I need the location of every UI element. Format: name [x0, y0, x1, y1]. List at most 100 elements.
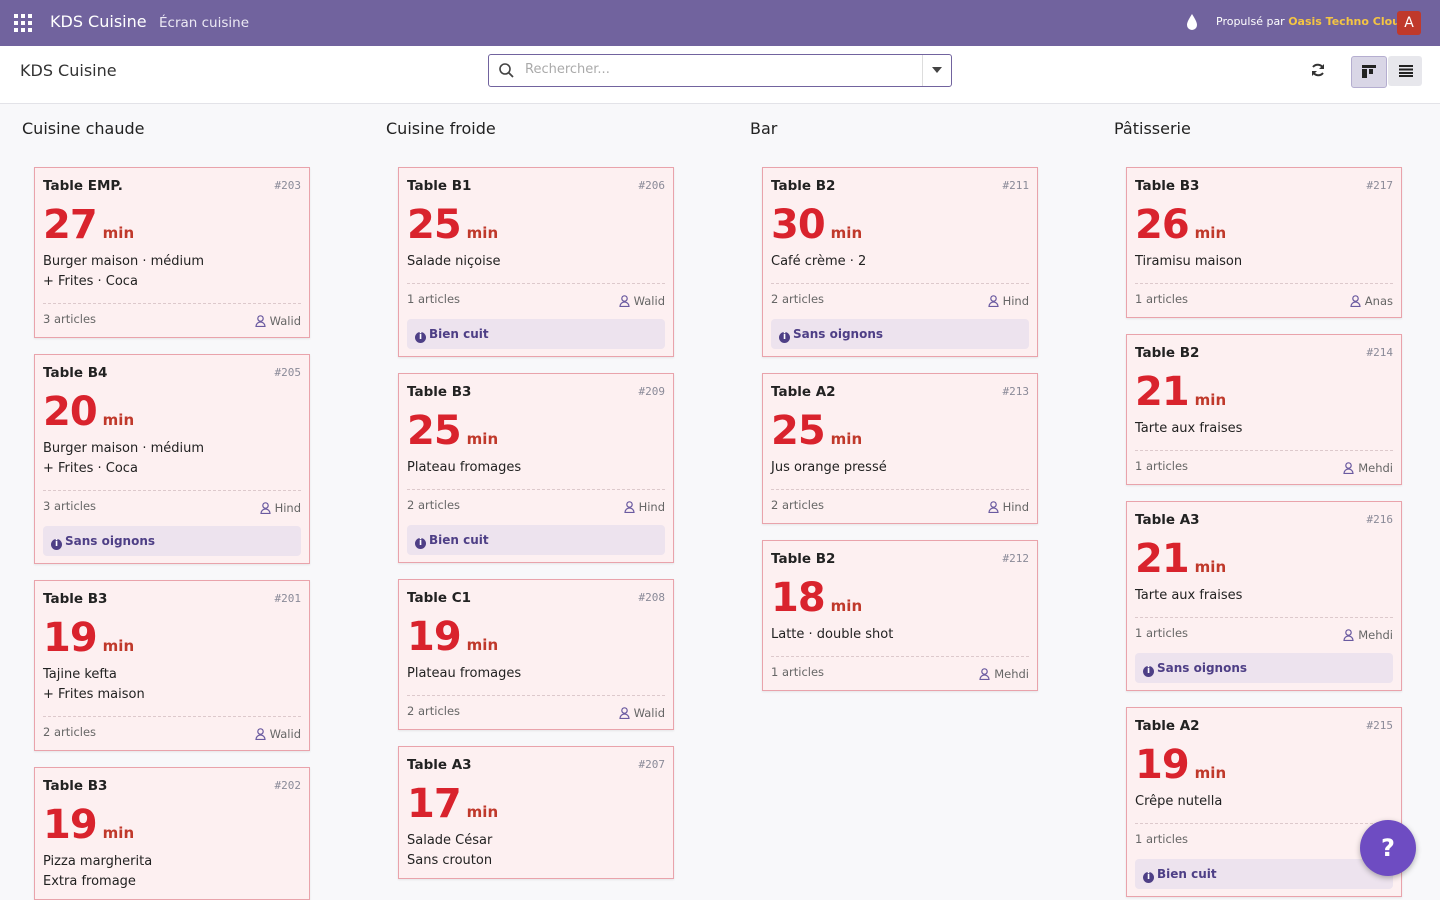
elapsed-time: 19 min — [43, 798, 301, 848]
cook: Hind — [987, 498, 1029, 516]
search-box[interactable]: Rechercher... — [488, 54, 952, 87]
card-footer: 1 articles Mehdi — [1135, 450, 1393, 477]
minutes: 17 — [407, 781, 462, 827]
order-lines: Pizza margherita Extra fromage — [43, 852, 301, 892]
elapsed-time: 26 min — [1135, 198, 1393, 248]
order-line: Crêpe nutella — [1135, 794, 1223, 809]
order-line: Plateau fromages — [407, 460, 522, 475]
order-number: #216 — [1366, 513, 1394, 526]
info-icon: i — [415, 332, 426, 343]
cook-name: Walid — [633, 706, 665, 720]
info-icon: i — [51, 539, 62, 550]
order-lines: Plateau fromages — [407, 458, 665, 478]
cook-name: Walid — [269, 314, 301, 328]
column-title: Cuisine froide — [386, 119, 496, 138]
order-card[interactable]: Table B3 #201 19 min Tajine kefta + Frites ma… — [34, 580, 310, 751]
order-note: i Bien cuit — [407, 319, 665, 349]
elapsed-time: 21 min — [1135, 365, 1393, 415]
table-name: Table B3 — [407, 384, 472, 400]
refresh-button[interactable] — [1310, 62, 1326, 78]
elapsed-time: 17 min — [407, 777, 665, 827]
order-lines: Latte · double shot — [771, 625, 1029, 645]
order-note: i Sans oignons — [771, 319, 1029, 349]
article-count: 3 articles — [43, 499, 97, 513]
dropdown-toggle[interactable] — [932, 67, 942, 74]
minutes-unit: min — [1194, 558, 1227, 576]
user-icon — [255, 315, 266, 327]
order-card[interactable]: Table A2 #213 25 min Jus orange pressé 2 arti… — [762, 373, 1038, 524]
order-card[interactable]: Table B1 #206 25 min Salade niçoise 1 article… — [398, 167, 674, 357]
note-text: Bien cuit — [1157, 867, 1217, 881]
minutes: 25 — [407, 202, 462, 248]
table-name: Table EMP. — [43, 178, 123, 194]
table-name: Table B2 — [771, 178, 836, 194]
card-footer: 3 articles Walid — [43, 303, 301, 330]
order-card[interactable]: Table B4 #205 20 min Burger maison · médium +… — [34, 354, 310, 564]
minutes: 19 — [43, 802, 98, 848]
cook-name: Walid — [633, 294, 665, 308]
elapsed-time: 19 min — [407, 610, 665, 660]
order-card[interactable]: Table B2 #214 21 min Tarte aux fraises 1 arti… — [1126, 334, 1402, 485]
user-icon — [1343, 462, 1354, 474]
order-line: Tarte aux fraises — [1135, 588, 1243, 603]
cook-name: Mehdi — [1358, 461, 1393, 475]
theme-icon[interactable] — [1186, 13, 1198, 31]
avatar[interactable]: A — [1397, 11, 1421, 35]
card-footer: 1 articles Anas — [1135, 283, 1393, 310]
cook: Walid — [255, 725, 301, 743]
app-name[interactable]: KDS Cuisine — [50, 12, 147, 31]
order-number: #209 — [638, 385, 666, 398]
card-header: Table B2 #211 — [771, 178, 1029, 194]
order-lines: Burger maison · médium + Frites · Coca — [43, 252, 301, 292]
minutes: 19 — [43, 615, 98, 661]
minutes: 25 — [407, 408, 462, 454]
table-name: Table B1 — [407, 178, 472, 194]
info-icon: i — [415, 538, 426, 549]
list-view-button[interactable] — [1388, 56, 1422, 86]
brand[interactable]: Oasis Techno Cloud — [1288, 15, 1408, 28]
order-note: i Bien cuit — [407, 525, 665, 555]
cook-name: Walid — [269, 727, 301, 741]
order-number: #206 — [638, 179, 666, 192]
order-number: #201 — [274, 592, 302, 605]
order-card[interactable]: Table B2 #211 30 min Café crème · 2 2 article… — [762, 167, 1038, 357]
order-card[interactable]: Table A2 #215 19 min Crêpe nutella 1 articles… — [1126, 707, 1402, 897]
card-list: Table B1 #206 25 min Salade niçoise 1 article… — [398, 167, 674, 895]
order-card[interactable]: Table B3 #202 19 min Pizza margherita Extra f… — [34, 767, 310, 900]
card-header: Table EMP. #203 — [43, 178, 301, 194]
apps-icon[interactable] — [14, 14, 32, 32]
note-text: Bien cuit — [429, 327, 489, 341]
order-line: Salade niçoise — [407, 254, 501, 269]
cook: Hind — [623, 498, 665, 516]
order-card[interactable]: Table EMP. #203 27 min Burger maison · médiu… — [34, 167, 310, 338]
order-card[interactable]: Table A3 #207 17 min Salade César Sans crouto… — [398, 746, 674, 879]
table-name: Table B3 — [43, 778, 108, 794]
user-icon — [619, 295, 630, 307]
minutes-unit: min — [466, 224, 499, 242]
menu-item[interactable]: Écran cuisine — [159, 15, 249, 31]
order-card[interactable]: Table C1 #208 19 min Plateau fromages 2 artic… — [398, 579, 674, 730]
separator — [922, 55, 923, 86]
kanban-view-button[interactable] — [1351, 56, 1387, 88]
order-lines: Plateau fromages — [407, 664, 665, 684]
card-list: Table B3 #217 26 min Tiramisu maison 1 articl… — [1126, 167, 1402, 900]
help-button[interactable]: ? — [1360, 820, 1416, 876]
elapsed-time: 27 min — [43, 198, 301, 248]
order-number: #213 — [1002, 385, 1030, 398]
order-card[interactable]: Table A3 #216 21 min Tarte aux fraises 1 arti… — [1126, 501, 1402, 691]
order-card[interactable]: Table B3 #217 26 min Tiramisu maison 1 articl… — [1126, 167, 1402, 318]
order-card[interactable]: Table B2 #212 18 min Latte · double shot 1 ar… — [762, 540, 1038, 691]
order-number: #212 — [1002, 552, 1030, 565]
info-icon: i — [1143, 872, 1154, 883]
card-footer: 2 articles Hind — [407, 489, 665, 516]
order-line: Sans crouton — [407, 853, 493, 868]
minutes-unit: min — [1194, 224, 1227, 242]
user-icon — [619, 707, 630, 719]
elapsed-time: 25 min — [407, 404, 665, 454]
order-card[interactable]: Table B3 #209 25 min Plateau fromages 2 artic… — [398, 373, 674, 563]
minutes-unit: min — [1194, 764, 1227, 782]
article-count: 1 articles — [1135, 626, 1189, 640]
card-header: Table A2 #215 — [1135, 718, 1393, 734]
user-icon — [987, 295, 999, 307]
